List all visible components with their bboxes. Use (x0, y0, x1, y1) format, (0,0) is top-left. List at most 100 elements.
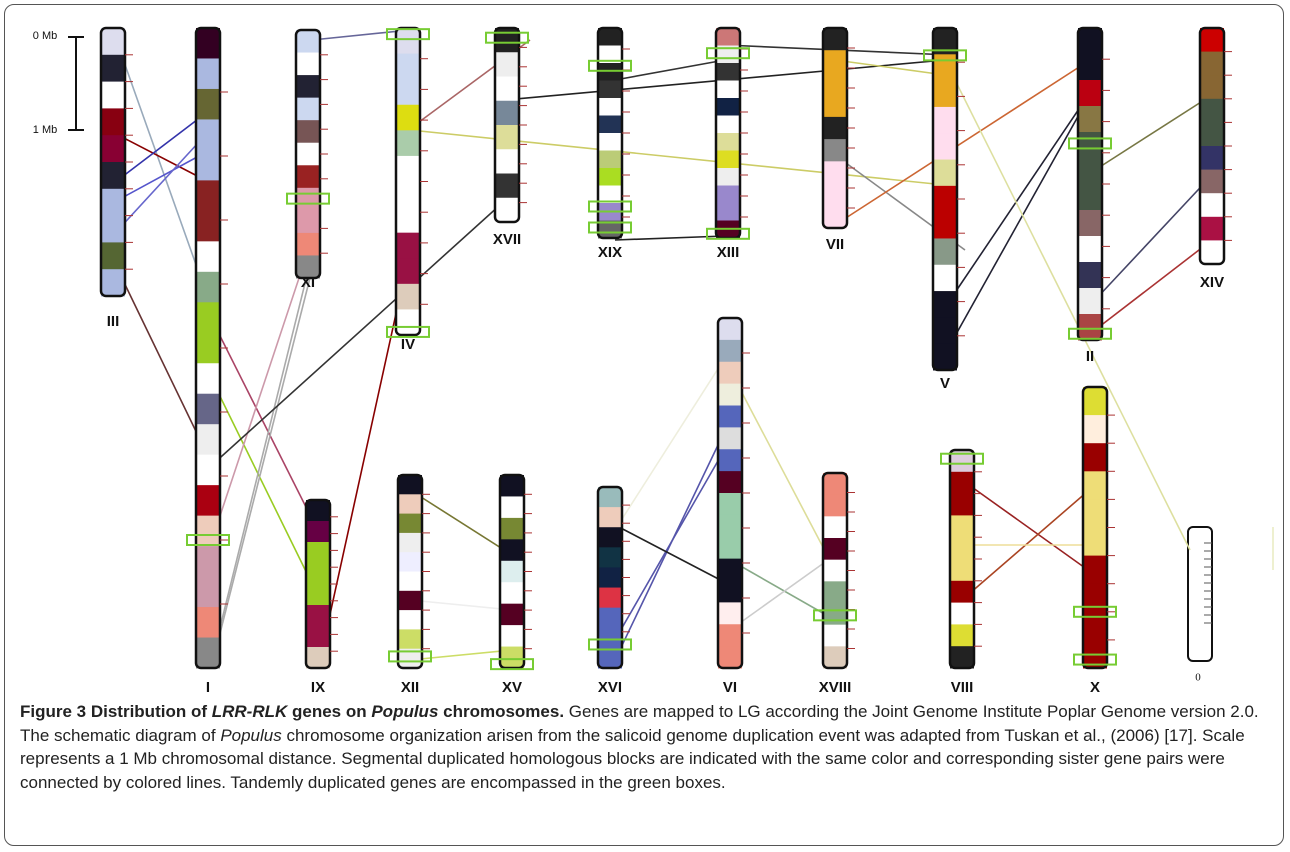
chromosome-label: VIII (951, 679, 974, 695)
chromosome-label: IX (311, 679, 325, 695)
band (933, 291, 957, 318)
band (296, 75, 320, 98)
band (101, 135, 125, 162)
band (101, 82, 125, 109)
band (500, 518, 524, 540)
chromosome-label: V (940, 375, 950, 392)
band (950, 603, 974, 625)
connector (950, 100, 1085, 300)
band (718, 624, 742, 646)
band (1200, 217, 1224, 241)
band (495, 101, 519, 126)
band (101, 162, 125, 189)
connector (410, 600, 512, 610)
band (716, 63, 740, 81)
band (296, 30, 320, 53)
connector (962, 480, 1095, 575)
band (598, 168, 622, 186)
chromosome-label: XVII (493, 231, 521, 248)
band (718, 471, 742, 493)
band (1078, 54, 1102, 81)
band (718, 449, 742, 471)
band (196, 272, 220, 303)
band (398, 629, 422, 649)
connector (730, 370, 835, 570)
chromosome (589, 28, 631, 239)
band (1078, 184, 1102, 211)
band (950, 581, 974, 603)
band (1200, 99, 1224, 123)
chromosome (287, 30, 329, 279)
band (823, 495, 847, 517)
band (1200, 170, 1224, 194)
chromosome-label: XVIII (819, 679, 852, 695)
band (823, 625, 847, 647)
connector (730, 555, 835, 630)
caption-title: Populus (371, 702, 438, 721)
band (718, 362, 742, 384)
chromosome-label: XI (301, 274, 315, 291)
band (718, 646, 742, 668)
chromosome-label: XIII (717, 244, 740, 261)
chromosome (1200, 28, 1232, 265)
band (950, 515, 974, 537)
band (396, 130, 420, 156)
connector (212, 320, 310, 515)
band (500, 561, 524, 583)
band (1078, 210, 1102, 237)
chromosome (491, 475, 533, 669)
band (398, 591, 422, 611)
band (718, 493, 742, 515)
band (306, 647, 330, 669)
scale-label: 1 Mb (33, 124, 57, 136)
band (196, 180, 220, 211)
band (933, 212, 957, 239)
band (1200, 52, 1224, 76)
band (950, 624, 974, 646)
band (196, 577, 220, 608)
band (101, 242, 125, 269)
band (598, 28, 622, 46)
band (296, 53, 320, 76)
band (823, 95, 847, 118)
band (933, 317, 957, 344)
band (306, 521, 330, 543)
band (306, 584, 330, 606)
band (716, 186, 740, 204)
band (598, 588, 622, 609)
band (1083, 387, 1107, 416)
chromosome-label: XV (502, 679, 522, 695)
chromosome-label: IV (401, 336, 415, 353)
band (1083, 556, 1107, 585)
band (598, 63, 622, 81)
band (396, 54, 420, 80)
band (196, 546, 220, 577)
chromosome (187, 28, 229, 669)
band (716, 98, 740, 116)
band (933, 186, 957, 213)
connector (615, 440, 730, 640)
band (933, 238, 957, 265)
scale-label: 0 (1195, 672, 1201, 684)
chromosome (718, 318, 750, 669)
band (823, 117, 847, 140)
band (1200, 240, 1224, 264)
band (396, 105, 420, 131)
band (598, 81, 622, 99)
connector (615, 525, 730, 585)
band (196, 607, 220, 638)
band (196, 424, 220, 455)
band (1083, 415, 1107, 444)
band (396, 233, 420, 259)
band (398, 552, 422, 572)
band (296, 120, 320, 143)
band (823, 50, 847, 73)
band (716, 168, 740, 186)
band (1078, 80, 1102, 107)
band (718, 340, 742, 362)
band (598, 567, 622, 588)
connector (118, 270, 205, 450)
band (196, 302, 220, 333)
band (950, 472, 974, 494)
chromosome (486, 28, 528, 223)
